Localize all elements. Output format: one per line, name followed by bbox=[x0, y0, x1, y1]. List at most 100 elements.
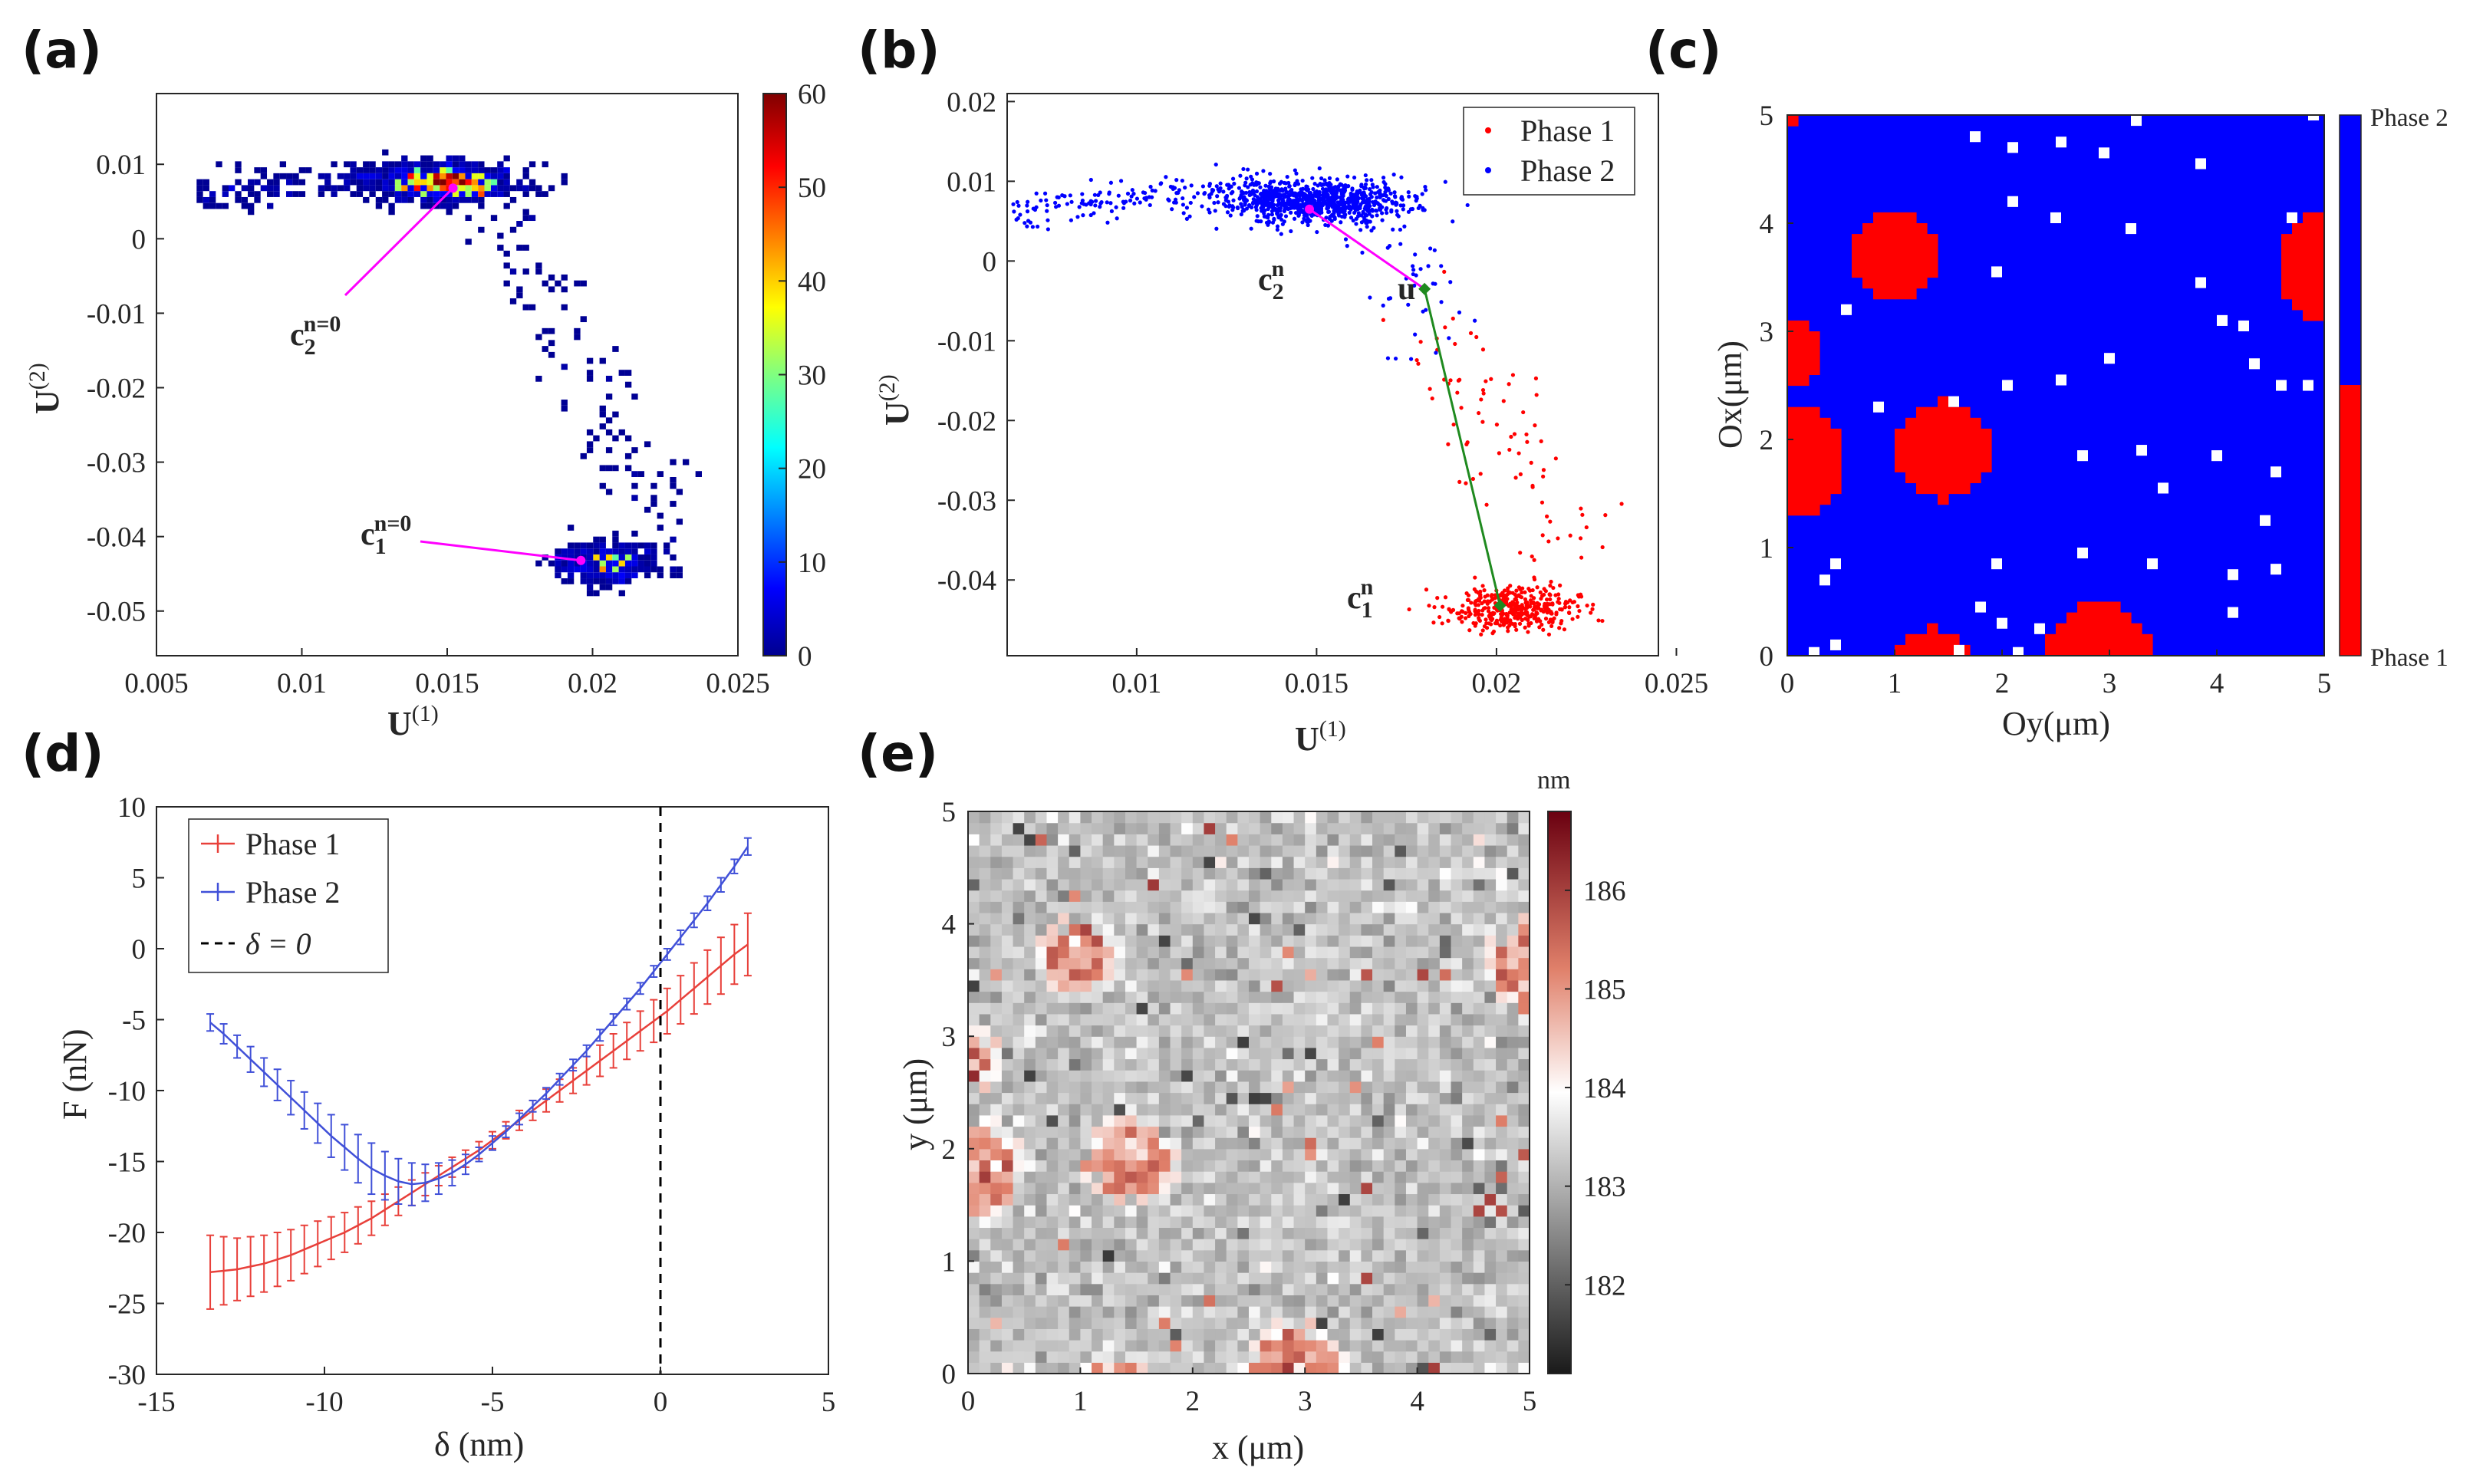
height-cell bbox=[1080, 1249, 1092, 1262]
height-cell bbox=[1125, 946, 1138, 959]
phase2-point bbox=[1288, 192, 1293, 197]
height-cell bbox=[1428, 1351, 1441, 1363]
height-cell bbox=[1001, 1036, 1014, 1048]
height-cell bbox=[968, 1328, 980, 1341]
phase1-cell bbox=[2056, 644, 2067, 656]
height-cell bbox=[1170, 867, 1182, 880]
phase2-point bbox=[1184, 216, 1189, 221]
height-cell bbox=[1181, 1092, 1194, 1104]
histogram-cell bbox=[382, 161, 389, 168]
height-cell bbox=[990, 1137, 1003, 1150]
height-cell bbox=[1316, 834, 1329, 846]
height-cell bbox=[1181, 1328, 1194, 1341]
height-cell bbox=[1215, 1283, 1227, 1295]
height-cell bbox=[1114, 1137, 1126, 1150]
height-cell bbox=[990, 912, 1003, 925]
height-cell bbox=[1125, 811, 1138, 824]
height-cell bbox=[1405, 878, 1418, 891]
phase1-cell bbox=[1798, 342, 1810, 354]
height-cell bbox=[1372, 1171, 1385, 1183]
height-cell bbox=[1092, 1362, 1104, 1374]
phase1-point bbox=[1504, 593, 1509, 597]
height-cell bbox=[1361, 1295, 1373, 1307]
height-cell bbox=[1058, 1036, 1070, 1048]
height-cell bbox=[979, 1283, 991, 1295]
histogram-cell bbox=[612, 536, 619, 543]
phase2-point bbox=[1282, 192, 1286, 197]
phase1-cell bbox=[1938, 644, 1949, 656]
height-cell bbox=[1046, 1171, 1059, 1183]
height-cell bbox=[1282, 979, 1295, 992]
height-cell bbox=[1192, 1317, 1205, 1329]
height-cell bbox=[1046, 1002, 1059, 1015]
y-tick-label: -5 bbox=[122, 1005, 146, 1037]
phase1-cell bbox=[2281, 277, 2293, 289]
phase1-point bbox=[1589, 610, 1593, 615]
histogram-cell bbox=[637, 542, 644, 549]
height-cell bbox=[1327, 969, 1339, 981]
height-cell bbox=[1271, 1216, 1283, 1229]
height-cell bbox=[1035, 1025, 1048, 1037]
phase2-point bbox=[1174, 178, 1179, 183]
height-cell bbox=[1327, 912, 1339, 925]
height-cell bbox=[1114, 1216, 1126, 1229]
height-cell bbox=[1136, 1081, 1148, 1094]
histogram-cell bbox=[465, 179, 472, 186]
height-cell bbox=[1361, 834, 1373, 846]
height-cell bbox=[1158, 834, 1171, 846]
height-cell bbox=[1069, 1114, 1081, 1127]
height-cell bbox=[1282, 1227, 1295, 1239]
phase1-cell bbox=[1798, 353, 1810, 364]
histogram-cell bbox=[522, 304, 529, 311]
height-cell bbox=[1249, 1249, 1261, 1262]
height-cell bbox=[1428, 1137, 1441, 1150]
phase2-point bbox=[1345, 200, 1351, 205]
height-cell bbox=[1327, 1013, 1339, 1026]
annotation-c2-label: c2n=0 bbox=[290, 311, 341, 360]
histogram-cell bbox=[382, 191, 389, 197]
phase2-point bbox=[1317, 200, 1322, 206]
height-cell bbox=[990, 969, 1003, 981]
height-cell bbox=[1148, 1070, 1160, 1082]
height-cell bbox=[1058, 1182, 1070, 1195]
height-cell bbox=[1181, 1013, 1194, 1026]
height-cell bbox=[979, 856, 991, 868]
height-cell bbox=[1204, 979, 1216, 992]
height-cell bbox=[1451, 1306, 1463, 1318]
height-cell bbox=[1417, 1216, 1429, 1229]
height-cell bbox=[1316, 811, 1329, 824]
histogram-cell bbox=[631, 393, 638, 400]
height-cell bbox=[1069, 1193, 1081, 1206]
height-cell bbox=[1417, 1025, 1429, 1037]
phase2-point bbox=[1121, 206, 1126, 210]
height-cell bbox=[1417, 912, 1429, 925]
phase1-cell bbox=[1916, 482, 1928, 495]
height-cell bbox=[1249, 1362, 1261, 1374]
histogram-cell bbox=[497, 232, 504, 239]
phase1-cell bbox=[1798, 428, 1810, 440]
phase2-point bbox=[1172, 186, 1177, 190]
height-cell bbox=[1080, 912, 1092, 925]
height-cell bbox=[1170, 1193, 1182, 1206]
phase1-cell bbox=[1809, 364, 1820, 375]
height-cell bbox=[1339, 1227, 1351, 1239]
phase1-cell bbox=[1884, 245, 1895, 256]
phase1-cell bbox=[1927, 472, 1938, 483]
height-cell bbox=[1260, 1205, 1272, 1217]
height-cell bbox=[1181, 811, 1194, 824]
phase1-point bbox=[1473, 575, 1477, 580]
unclassified-cell bbox=[2158, 482, 2169, 494]
height-cell bbox=[1305, 912, 1317, 925]
height-cell bbox=[1125, 1362, 1138, 1374]
height-cell bbox=[1215, 1002, 1227, 1015]
height-cell bbox=[1249, 1047, 1261, 1060]
height-cell bbox=[968, 822, 980, 834]
height-cell bbox=[1204, 1216, 1216, 1229]
histogram-cell bbox=[529, 304, 536, 311]
phase2-point bbox=[1412, 283, 1417, 288]
height-cell bbox=[968, 1317, 980, 1329]
phase1-point bbox=[1546, 632, 1552, 637]
height-cell bbox=[1260, 1047, 1272, 1060]
height-cell bbox=[1001, 1306, 1014, 1318]
height-cell bbox=[1305, 1114, 1317, 1127]
